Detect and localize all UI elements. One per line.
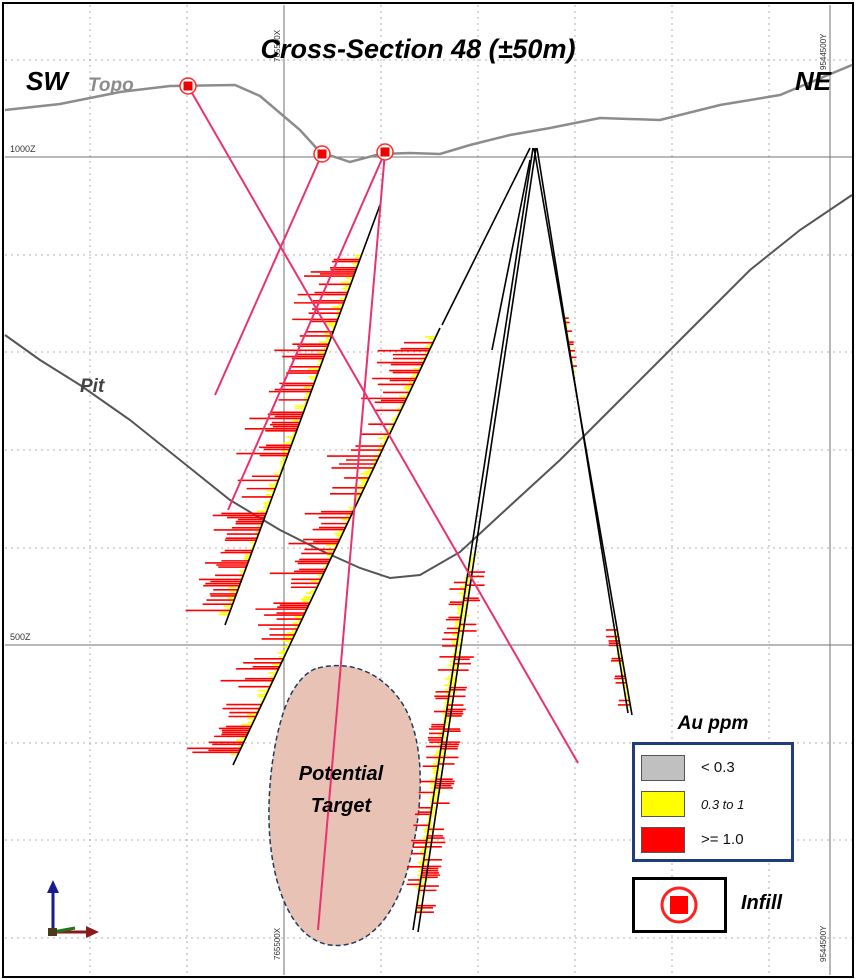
direction-sw: SW	[26, 66, 70, 96]
infill-hole-1	[187, 85, 579, 764]
existing-drill-holes	[224, 147, 633, 933]
infill-hole-2	[214, 153, 323, 396]
legend-label-low: < 0.3	[701, 759, 735, 776]
infill-hole-4	[317, 151, 386, 931]
topo-label: Topo	[88, 75, 134, 96]
hole-d	[412, 147, 534, 931]
infill-drill-holes	[187, 85, 579, 931]
legend-swatch-grey	[641, 755, 685, 781]
target-label-line1: Potential	[299, 763, 384, 785]
legend-label-mid: 0.3 to 1	[701, 797, 745, 812]
legend-swatch-red	[641, 827, 685, 853]
elevation-label-1000: 1000Z	[10, 144, 36, 154]
legend-label-high: >= 1.0	[701, 831, 744, 848]
hole-a	[224, 204, 381, 626]
infill-legend: Infill	[632, 877, 782, 933]
hole-c	[441, 147, 531, 326]
potential-target-zone	[268, 664, 421, 947]
hole-b	[232, 327, 441, 766]
axis-triad-icon	[47, 880, 99, 938]
legend-title: Au ppm	[677, 713, 749, 734]
pit-outline	[4, 194, 853, 580]
hole-h	[491, 159, 531, 351]
hole-g	[536, 147, 629, 714]
target-label-line2: Target	[311, 795, 373, 817]
infill-legend-label: Infill	[741, 892, 783, 914]
pit-label: Pit	[80, 376, 105, 397]
au-ppm-legend: Au ppm < 0.3 0.3 to 1 >= 1.0	[632, 713, 794, 862]
infill-collar-icon	[660, 886, 698, 924]
northing-label-bottom: 9544500Y	[819, 925, 828, 962]
direction-ne: NE	[795, 66, 832, 96]
infill-collar-icon	[179, 77, 197, 95]
legend-swatch-yellow	[641, 791, 685, 817]
infill-collar-icon	[313, 145, 331, 163]
infill-collar-icon	[376, 143, 394, 161]
elevation-label-500: 500Z	[10, 632, 31, 642]
easting-label-top: 765500X	[273, 29, 282, 62]
infill-hole-3	[227, 151, 386, 511]
northing-label-top: 9544500Y	[819, 33, 828, 70]
easting-label-bottom: 765500X	[273, 927, 282, 960]
section-title: Cross-Section 48 (±50m)	[261, 34, 576, 64]
infill-collars	[179, 77, 394, 163]
hole-e	[417, 147, 537, 933]
